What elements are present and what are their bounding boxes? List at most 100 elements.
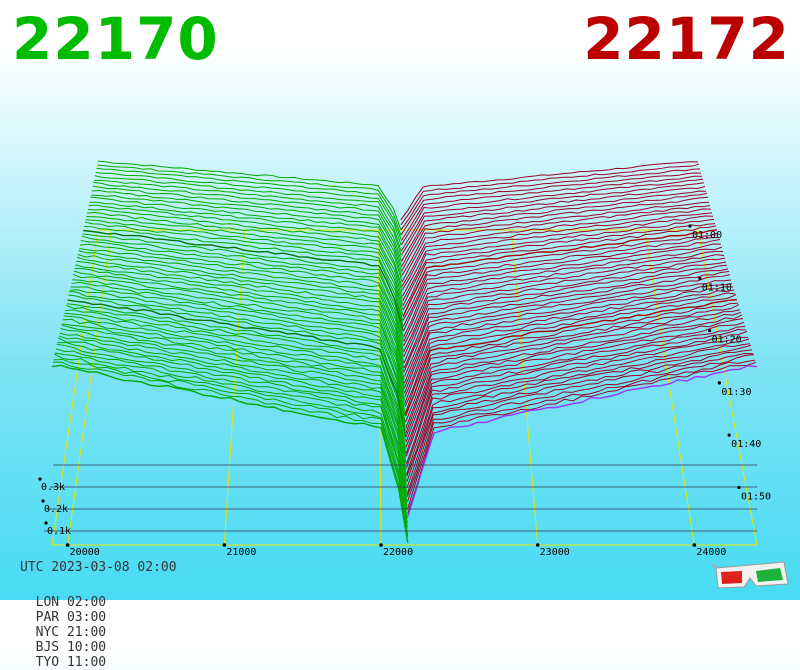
bid-depth-line [79,243,405,353]
time-tick-label: 01:40 [731,439,761,450]
x-tick-dot [222,543,227,547]
ask-depth-line [404,292,736,407]
ask-depth-line [404,294,737,414]
bid-depth-line [88,204,403,294]
ask-depth-line [400,161,699,221]
bid-depth-line [76,256,405,374]
bid-depth-line [62,318,407,470]
ask-depth-line [405,325,746,457]
ask-price: 22172 [583,5,790,73]
ask-depth-line [405,318,744,448]
bid-depth-line [69,290,406,427]
ask-depth-line [402,225,717,311]
ask-depth-line [407,359,756,510]
bid-depth-line [63,315,407,463]
ask-depth-line [400,178,704,245]
bid-depth-line [57,341,408,507]
ask-depth-line [402,238,721,332]
anaglyph-3d-glasses-icon[interactable] [712,558,792,592]
bid-depth-line [81,235,404,341]
bid-depth-line [51,364,409,543]
ask-depth-line [406,344,752,489]
bid-depth-line [84,221,404,322]
x-tick-dot [692,543,697,547]
bid-depth-line [64,312,407,458]
utc-timestamp: UTC 2023-03-08 02:00 [20,560,177,575]
depth-chart-3d: 20000 21000 22000 23000 24000 0.1k 0.2k 0.3k 01:… [38,160,771,558]
ask-depth-line [401,192,708,267]
bid-depth-line [76,260,405,380]
x-tick-dot [535,543,540,547]
x-tick-label: 20000 [70,547,100,558]
ask-depth-line [404,289,735,404]
ask-depth-line [407,361,757,514]
bid-depth-line [83,229,404,331]
zone-par: PAR 03:00 [35,610,107,625]
bid-depth-line [89,201,403,288]
depth-tick-label: 0.2k [44,504,68,515]
bid-depth-line [69,289,406,422]
zone-lon: LON 02:00 [35,595,107,610]
bid-depth-line [75,264,405,385]
ask-depth-line [401,182,705,251]
ask-depth-line [403,243,722,338]
bid-depth-line [55,352,408,524]
ask-depth-line [406,343,751,482]
grid-line-price [510,229,539,546]
bid-depth-line [94,175,402,252]
ask-depth-line [402,215,714,297]
bid-depth-line [97,164,402,236]
bid-depth-line [58,335,408,498]
bid-depth-line [56,343,408,511]
bid-price: 22170 [12,5,219,73]
ask-depth-line [401,196,709,271]
bid-depth-line [91,189,403,272]
ask-depth-line [405,302,739,423]
x-tick-dot [65,543,70,547]
bid-depth-line [62,323,407,477]
ask-depth-line [402,218,715,302]
bid-depth-line [87,212,403,305]
ask-depth-line [404,270,730,377]
ask-depth-line [406,328,747,465]
bid-depth-line [92,185,403,268]
grid-line-price [67,229,112,546]
bid-depth-line [65,304,407,449]
bid-depth-line [67,299,407,438]
time-tick-label: 01:30 [721,387,751,398]
time-tick-dot [737,485,741,490]
ask-depth-line [406,336,749,475]
bid-depth-line [85,219,404,315]
ask-depth-line [401,185,706,255]
bid-depth-line [52,361,409,537]
bid-depth-line [66,303,407,442]
depth-tick-label: 0.1k [47,526,71,537]
ask-depth-line [405,311,742,438]
x-tick-dot [379,543,383,547]
x-tick-label: 21000 [226,547,256,558]
depth-tick-dot [44,521,48,525]
ask-depth-line [401,201,710,276]
ask-depth-line [406,353,754,497]
bid-depth-line [93,181,402,262]
bid-depth-line [96,167,402,240]
ask-depth-line [406,354,755,502]
ask-depth-line [402,223,716,307]
bid-depth-line [83,226,404,326]
zone-bjs: BJS 10:00 [35,640,107,655]
ask-depth-line [404,286,734,398]
ask-depth-line [404,298,738,417]
ask-depth-line [403,257,726,357]
time-tick-dot [707,328,712,333]
ask-depth-line [401,190,707,262]
bid-depth-line [94,179,402,257]
time-tick-dot [717,381,721,385]
bid-depth-line [72,279,406,406]
bid-depth-line [53,358,409,535]
bid-depth-line [78,250,405,364]
bid-depth-line [90,196,403,282]
bid-depth-line [54,353,408,528]
ask-depth-line [402,229,718,318]
bid-depth-line [82,233,404,337]
bid-depth-line [68,294,406,432]
